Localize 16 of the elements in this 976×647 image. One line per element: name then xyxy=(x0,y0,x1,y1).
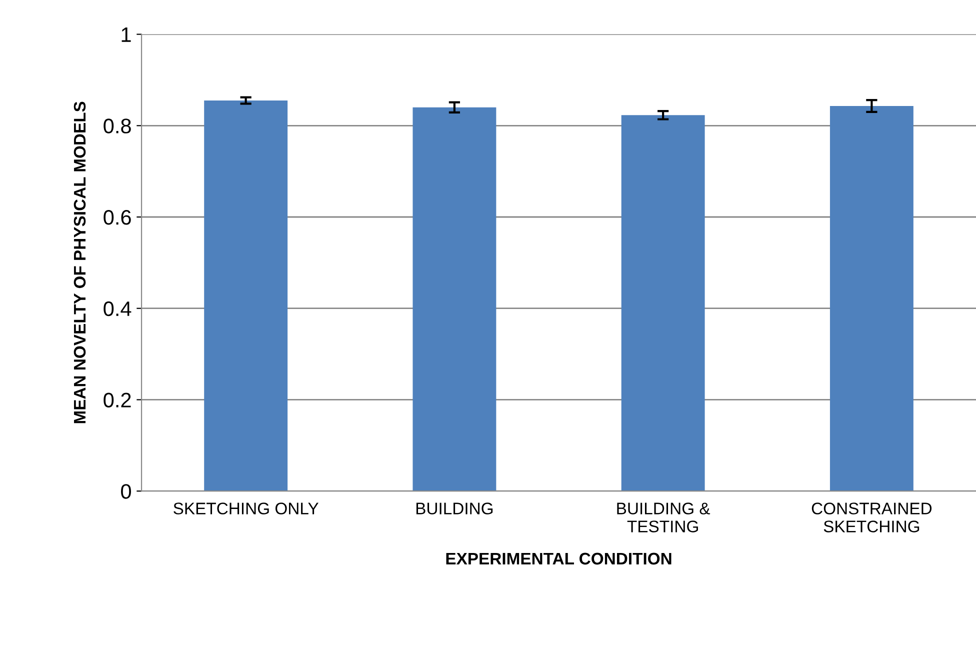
y-tick-label: 0.4 xyxy=(104,301,132,316)
y-axis-title: MEAN NOVELTY OF PHYSICAL MODELS xyxy=(74,102,86,424)
y-tick-label: 1 xyxy=(122,28,131,42)
x-tick-label: SKETCHING ONLY xyxy=(174,502,318,514)
bar xyxy=(204,100,288,492)
y-tick-label: 0.6 xyxy=(104,210,131,225)
x-tick-label: BUILDING & TESTING xyxy=(617,502,710,532)
y-tick-label: 0 xyxy=(121,484,131,499)
bar xyxy=(412,107,496,492)
x-tick-label: BUILDING xyxy=(416,502,493,514)
y-tick-label: 0.8 xyxy=(104,118,131,134)
y-tick-label: 0.2 xyxy=(104,392,131,408)
x-tick-label: CONSTRAINED SKETCHING xyxy=(812,502,932,532)
x-axis-title: EXPERIMENTAL CONDITION xyxy=(446,552,672,565)
bar xyxy=(621,115,705,492)
bar xyxy=(830,106,914,492)
